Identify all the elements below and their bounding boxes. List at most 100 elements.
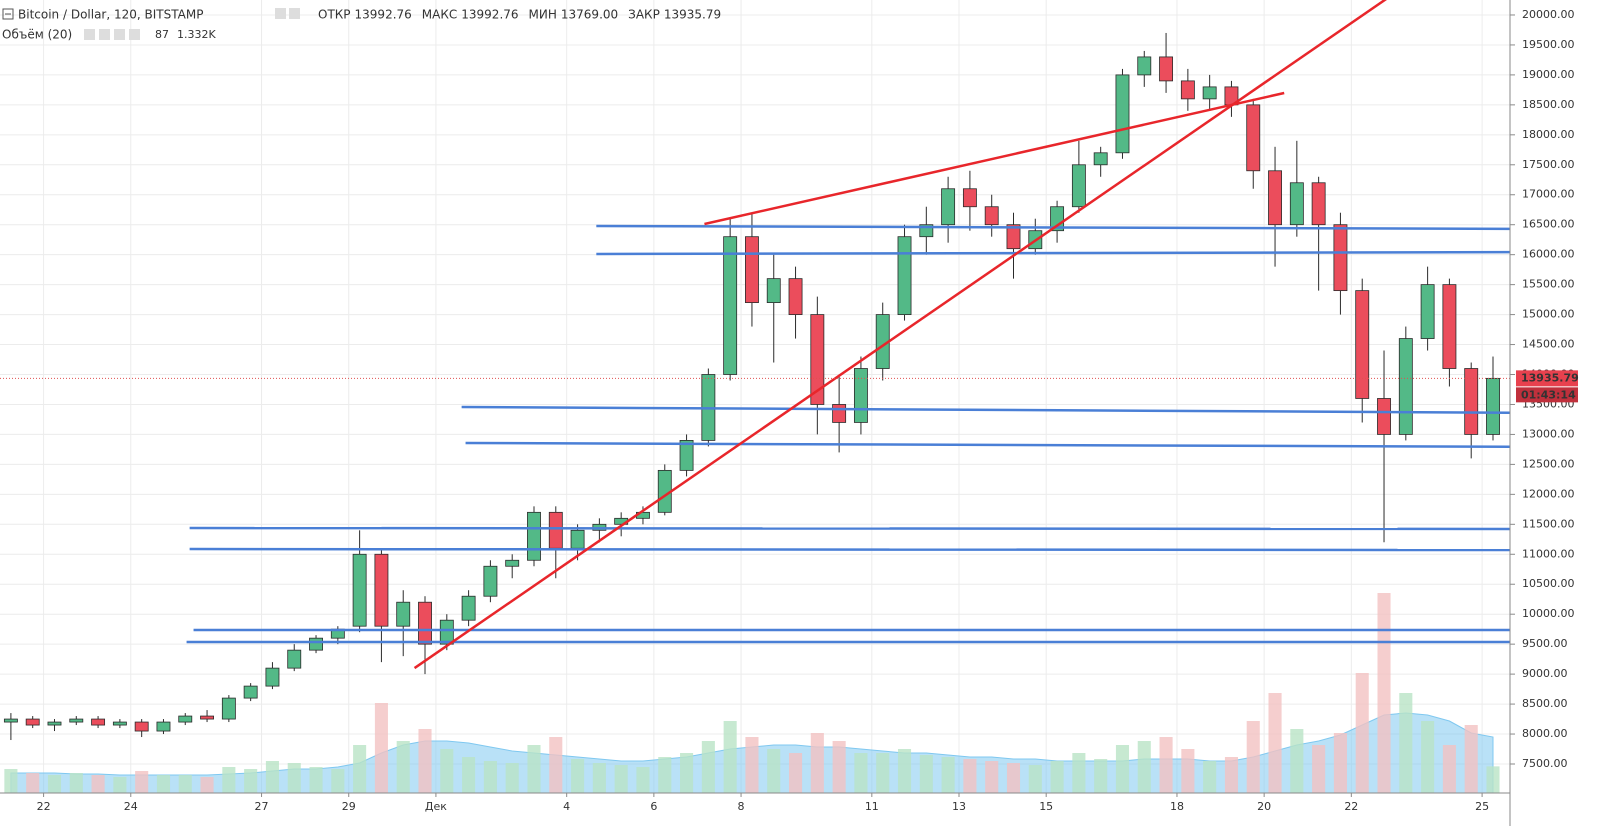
volume-bar xyxy=(919,755,933,793)
candle-body xyxy=(984,206,999,226)
trend-line xyxy=(704,91,1285,226)
trend-line xyxy=(461,405,1510,414)
y-tick-label: 15000.00 xyxy=(1522,308,1575,321)
x-tick-label: 22 xyxy=(1344,800,1358,813)
volume-bar xyxy=(331,769,345,793)
y-tick-label: 11500.00 xyxy=(1522,517,1575,530)
volume-bar xyxy=(396,741,410,793)
y-tick-label: 18000.00 xyxy=(1522,128,1575,141)
y-tick-label: 20000.00 xyxy=(1522,8,1575,21)
volume-bar xyxy=(1115,745,1130,793)
candle-body xyxy=(1377,398,1391,435)
volume-bar xyxy=(832,741,846,793)
x-tick-label: Дек xyxy=(425,800,447,813)
candle-body xyxy=(1071,164,1086,208)
y-tick-label: 17500.00 xyxy=(1522,158,1575,171)
y-tick-label: 17000.00 xyxy=(1522,188,1575,201)
eye-icon[interactable] xyxy=(84,29,95,40)
collapse-icon[interactable] xyxy=(2,8,14,20)
candle-body xyxy=(853,368,868,423)
x-tick-label: 25 xyxy=(1475,800,1489,813)
candle-body xyxy=(1006,224,1021,250)
volume-bar xyxy=(4,769,18,793)
volume-value: 87 xyxy=(155,28,169,41)
volume-bar xyxy=(1442,745,1456,793)
y-tick-label: 10500.00 xyxy=(1522,577,1575,590)
volume-bar xyxy=(876,753,890,793)
y-tick-label: 8500.00 xyxy=(1522,697,1568,710)
volume-bar xyxy=(1159,737,1173,793)
candle-body xyxy=(47,721,62,726)
candle-body xyxy=(1246,104,1261,172)
settings-icon[interactable] xyxy=(275,8,286,19)
volume-bar xyxy=(1268,693,1282,793)
volume-bar xyxy=(745,737,759,793)
volume-bar xyxy=(1203,761,1217,793)
candle-body xyxy=(287,649,302,669)
candle-body xyxy=(265,667,280,687)
volume-bar xyxy=(1421,721,1435,793)
y-tick-label: 18500.00 xyxy=(1522,98,1575,111)
candle-body xyxy=(527,511,541,561)
x-tick-label: 13 xyxy=(952,800,966,813)
volume-bar xyxy=(200,777,214,793)
y-tick-label: 7500.00 xyxy=(1522,757,1568,770)
candle-body xyxy=(1311,182,1326,226)
volume-bar xyxy=(1333,733,1347,793)
volume-bar xyxy=(854,753,868,793)
close-icon[interactable] xyxy=(129,29,140,40)
ohlc-label: МАКС xyxy=(422,8,457,22)
ohlc-label: МИН xyxy=(529,8,557,22)
trend-line xyxy=(596,224,1510,231)
volume-bar xyxy=(985,761,999,793)
volume-bar xyxy=(26,773,40,793)
volume-bar xyxy=(571,759,585,793)
trend-line xyxy=(596,250,1510,256)
volume-bar xyxy=(1224,757,1238,793)
candle-body xyxy=(156,721,171,732)
volume-bar xyxy=(287,763,301,793)
y-tick-label: 16000.00 xyxy=(1522,248,1575,261)
y-tick-label: 13000.00 xyxy=(1522,427,1575,440)
countdown-label: 01:43:14 xyxy=(1521,388,1576,401)
volume-bar xyxy=(1181,749,1195,793)
y-tick-label: 19500.00 xyxy=(1522,38,1575,51)
volume-bar xyxy=(462,757,476,793)
settings-icon[interactable] xyxy=(99,29,110,40)
candle-body xyxy=(548,511,563,549)
volume-bar xyxy=(592,763,606,793)
volume-bar xyxy=(1486,766,1500,793)
x-tick-label: 18 xyxy=(1170,800,1184,813)
volume-name: Объём (20) xyxy=(2,28,72,42)
candle-body xyxy=(374,553,389,627)
candle-body xyxy=(1486,377,1500,435)
candle-body xyxy=(1333,224,1348,292)
volume-bar xyxy=(265,761,279,793)
candle-body xyxy=(1355,290,1370,399)
candle-body xyxy=(418,601,432,645)
candle-body xyxy=(396,601,411,627)
axes: 7500.00 8000.00 8500.00 9000.00 9500.00 10000… xyxy=(37,8,1579,813)
candle-body xyxy=(439,619,454,645)
y-tick-label: 9500.00 xyxy=(1522,637,1568,650)
trend-line xyxy=(189,547,1510,552)
volume-bar xyxy=(680,753,694,793)
candle-body xyxy=(1180,80,1195,100)
candle-body xyxy=(134,721,149,732)
volume-bar xyxy=(963,759,977,793)
add-icon[interactable] xyxy=(114,29,125,40)
candle-body xyxy=(1137,56,1152,76)
volume-bar xyxy=(1464,725,1478,793)
volume-bar xyxy=(941,757,955,793)
grid xyxy=(0,0,1510,793)
volume-bar xyxy=(440,749,454,793)
y-tick-label: 15500.00 xyxy=(1522,278,1575,291)
candle-body xyxy=(112,721,127,726)
close-icon[interactable] xyxy=(289,8,300,19)
volume-bar xyxy=(353,745,367,793)
candle-body xyxy=(505,559,520,567)
volume-bar xyxy=(1246,721,1260,793)
ohlc-value: 13935.79 xyxy=(664,8,721,22)
candle-body xyxy=(352,553,367,627)
